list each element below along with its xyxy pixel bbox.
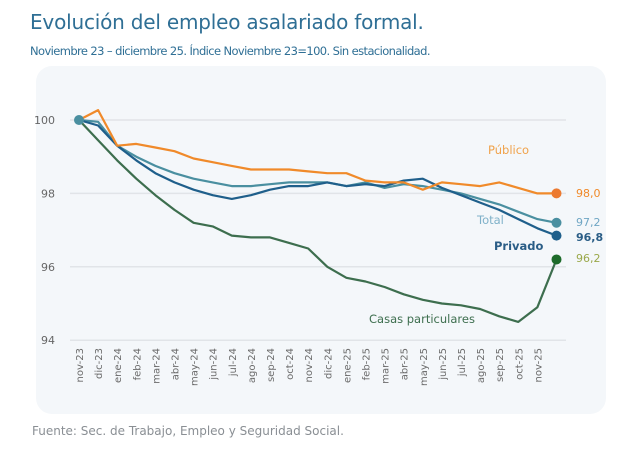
x-tick-label: sep-25 [495, 348, 506, 382]
x-tick-label: sep-24 [266, 348, 277, 382]
x-tick-label: ago-24 [247, 348, 258, 383]
x-tick-label: nov-23 [75, 348, 86, 382]
end-point-2 [551, 230, 562, 241]
x-tick-label: abr-24 [171, 348, 182, 380]
series-name-label: Total [476, 213, 504, 227]
series-name-label: Privado [494, 239, 544, 253]
y-tick-label: 94 [41, 334, 55, 347]
y-tick-label: 96 [41, 261, 55, 274]
end-value-label: 97,2 [576, 216, 601, 229]
x-tick-label: ene-25 [342, 348, 353, 383]
x-tick-label: dic-24 [323, 348, 334, 379]
end-value-label: 96,8 [576, 231, 603, 244]
x-tick-label: abr-25 [400, 348, 411, 380]
end-point-0 [551, 188, 562, 199]
series-line-2 [78, 118, 557, 237]
x-tick-label: jul-24 [228, 348, 239, 377]
x-tick-label: jun-24 [209, 348, 220, 381]
chart-panel [36, 66, 606, 414]
source-note: Fuente: Sec. de Trabajo, Empleo y Seguri… [32, 424, 344, 438]
x-tick-label: nov-25 [533, 348, 544, 382]
series-name-label: Casas particulares [369, 312, 475, 326]
end-value-label: 98,0 [576, 187, 601, 200]
series-line-3 [78, 119, 558, 323]
x-tick-label: mar-25 [381, 348, 392, 384]
chart-title: Evolución del empleo asalariado formal. [30, 10, 424, 34]
start-point [74, 115, 84, 125]
end-point-3 [551, 254, 562, 265]
x-tick-label: feb-24 [132, 348, 143, 380]
x-tick-label: nov-24 [304, 348, 315, 382]
y-tick-label: 98 [41, 187, 55, 200]
x-tick-label: may-24 [190, 348, 201, 386]
chart-subtitle: Noviembre 23 – diciembre 25. Índice Novi… [30, 44, 430, 58]
series-line-1 [78, 118, 557, 224]
x-tick-label: ago-25 [476, 348, 487, 383]
x-tick-label: oct-24 [285, 348, 296, 380]
series-line-0 [78, 108, 557, 195]
end-value-label: 96,2 [576, 252, 601, 265]
x-tick-label: oct-25 [514, 348, 525, 380]
x-tick-label: feb-25 [362, 348, 373, 380]
x-tick-label: jun-25 [438, 348, 449, 381]
x-tick-label: ene-24 [113, 348, 124, 383]
series-name-label: Público [488, 143, 529, 157]
x-tick-label: dic-23 [94, 348, 105, 379]
x-tick-label: jul-25 [457, 348, 468, 377]
x-tick-label: mar-24 [151, 348, 162, 384]
y-tick-label: 100 [34, 114, 55, 127]
end-point-1 [551, 217, 562, 228]
x-tick-label: may-25 [419, 348, 430, 386]
